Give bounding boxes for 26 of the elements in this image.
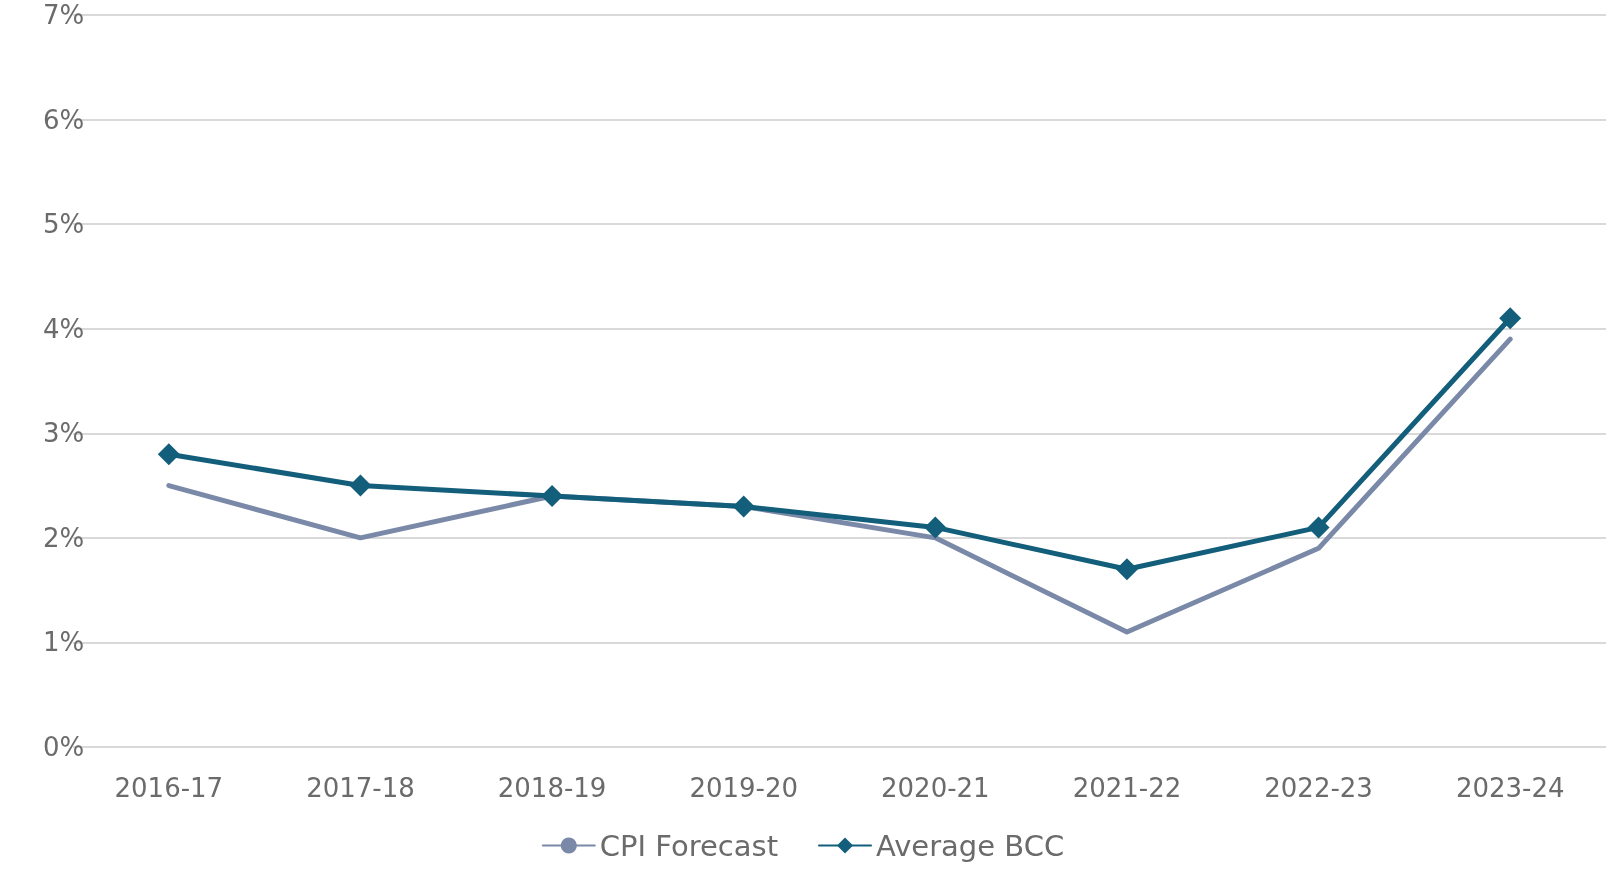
y-tick-label: 6% <box>43 104 85 135</box>
point <box>924 516 947 539</box>
x-tick-label: 2022-23 <box>1264 773 1373 803</box>
point <box>1115 558 1138 581</box>
y-tick-label: 2% <box>43 522 85 553</box>
point <box>1499 307 1522 330</box>
y-tick-label: 5% <box>43 209 85 240</box>
x-tick-label: 2023-24 <box>1455 773 1565 803</box>
y-tick-label: 7% <box>43 0 85 30</box>
point <box>349 474 372 497</box>
x-tick-label: 2016-17 <box>114 773 224 803</box>
point <box>541 485 564 508</box>
point <box>157 443 180 466</box>
legend-label: Average BCC <box>876 828 1065 863</box>
y-tick-label: 1% <box>43 627 85 658</box>
x-tick-label: 2019-20 <box>689 773 799 803</box>
y-tick-label: 3% <box>43 418 85 449</box>
y-tick-label: 0% <box>43 732 85 762</box>
point <box>732 495 755 518</box>
x-tick-label: 2018-19 <box>497 773 607 803</box>
y-tick-label: 4% <box>43 313 85 344</box>
x-tick-label: 2017-18 <box>306 773 415 803</box>
x-tick-label: 2020-21 <box>880 773 990 803</box>
x-tick-label: 2021-22 <box>1072 773 1182 803</box>
legend-label: CPI Forecast <box>599 828 779 863</box>
point <box>1307 516 1330 539</box>
